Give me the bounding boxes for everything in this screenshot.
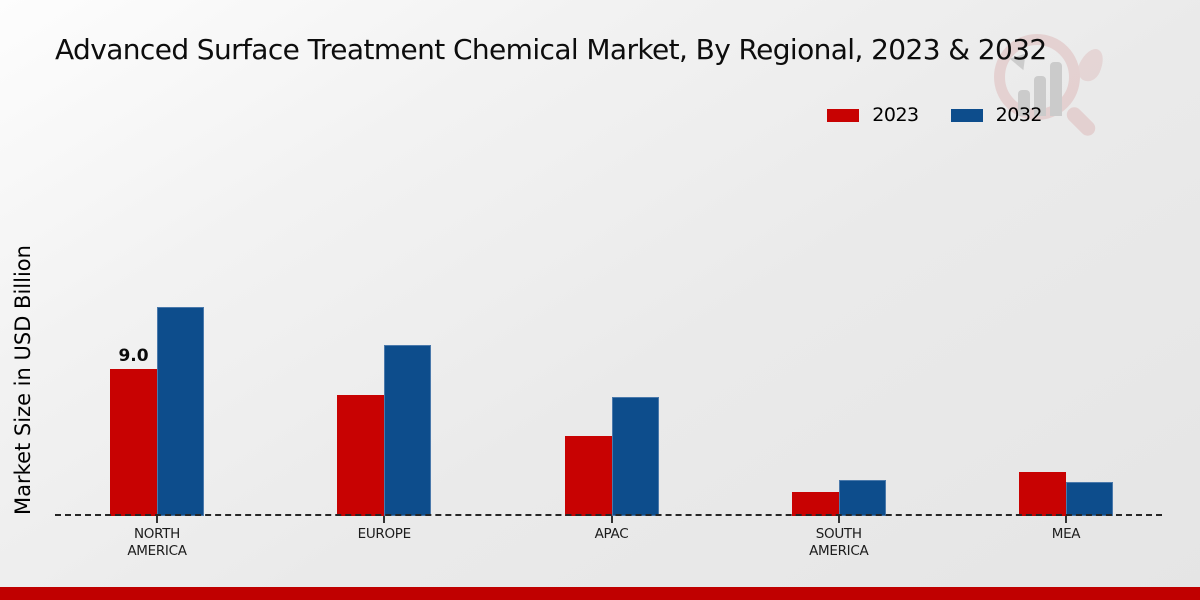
bar-2032-apac	[611, 396, 659, 516]
bar-2032-south-america	[838, 480, 886, 516]
page-title: Advanced Surface Treatment Chemical Mark…	[55, 33, 1047, 66]
bar-2032-mea	[1066, 481, 1113, 516]
market-research-future-logo-watermark	[992, 28, 1109, 143]
bar-2023-north-america	[110, 369, 157, 516]
category-label-north-america: NORTH AMERICA	[127, 526, 187, 559]
legend-label-2032: 2032	[995, 104, 1043, 126]
axis-tick-north-america	[156, 516, 158, 523]
category-label-south-america: SOUTH AMERICA	[809, 526, 869, 559]
axis-tick-south-america	[837, 516, 840, 523]
bar-2023-apac	[564, 436, 612, 516]
bar-2032-north-america	[157, 306, 204, 516]
category-label-apac: APAC	[594, 526, 629, 542]
axis-tick-apac	[610, 516, 613, 523]
bar-2032-europe	[384, 344, 432, 516]
axis-tick-europe	[383, 516, 386, 523]
category-label-europe: EUROPE	[357, 526, 412, 542]
y-axis-label: Market Size in USD Billion	[11, 245, 35, 515]
bar-value-label: 9.0	[118, 346, 149, 366]
bar-2023-europe	[337, 395, 385, 516]
footer-accent-strip	[0, 587, 1200, 600]
bar-2023-mea	[1019, 471, 1066, 516]
logo-bar-icon	[1034, 76, 1046, 116]
category-label-mea: MEA	[1051, 526, 1081, 542]
legend-label-2023: 2023	[872, 104, 919, 126]
x-axis-baseline	[55, 514, 1162, 516]
logo-bar-icon	[1050, 62, 1062, 116]
magnifier-ring-icon	[994, 34, 1080, 120]
chart-legend: 2023 2032	[827, 104, 1043, 126]
legend-item-2032: 2032	[950, 104, 1043, 126]
legend-swatch-2023	[827, 108, 860, 122]
legend-swatch-2032	[950, 108, 983, 122]
logo-bar-icon	[1018, 90, 1030, 116]
axis-tick-mea	[1065, 516, 1067, 523]
bar-2023-south-america	[791, 491, 839, 516]
legend-item-2023: 2023	[827, 104, 919, 126]
